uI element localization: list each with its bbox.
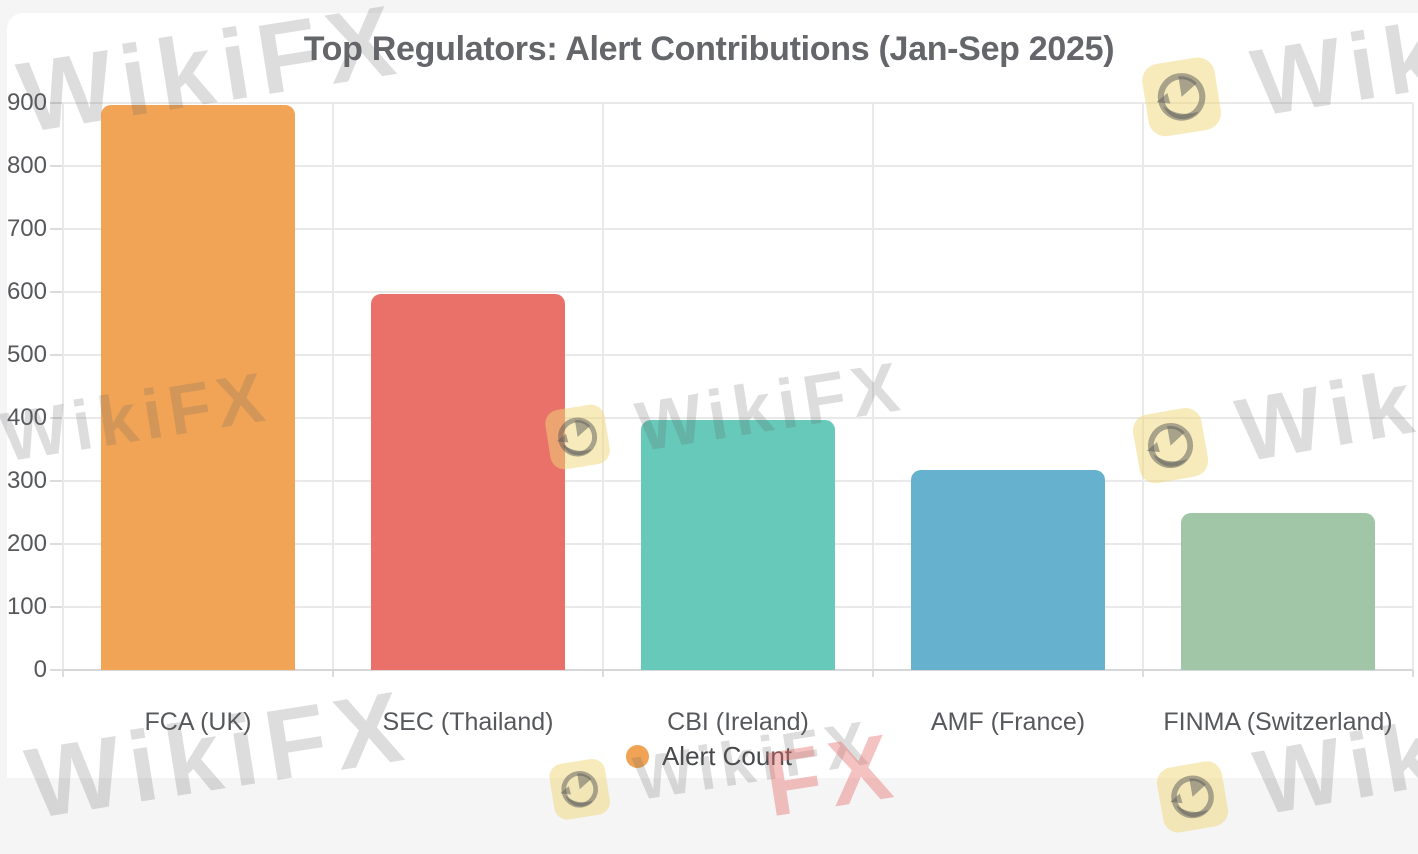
x-axis-tick (62, 670, 64, 677)
x-axis-label-finma-switzerland: FINMA (Switzerland) (1163, 708, 1393, 736)
gridline-vertical (602, 103, 604, 670)
x-axis-tick (1412, 670, 1414, 677)
gridline-vertical (332, 103, 334, 670)
y-axis-tick (50, 480, 63, 482)
x-axis-label-fca-uk: FCA (UK) (144, 708, 252, 736)
bar-sec-thailand[interactable] (371, 293, 565, 670)
gridline-horizontal (63, 228, 1413, 230)
gridline-horizontal (63, 291, 1413, 293)
gridline-horizontal (63, 165, 1413, 167)
y-axis-tick (50, 291, 63, 293)
x-axis-label-amf-france: AMF (France) (930, 708, 1086, 736)
legend-item-alert-count[interactable]: Alert Count (625, 741, 793, 772)
y-axis-label: 0 (33, 656, 47, 683)
gridline-vertical (1412, 103, 1414, 670)
x-axis-tick (1142, 670, 1144, 677)
y-axis-label: 300 (6, 467, 47, 494)
y-axis-label: 100 (6, 593, 47, 620)
x-axis-label-sec-thailand: SEC (Thailand) (382, 708, 554, 736)
y-axis-label: 800 (6, 152, 47, 179)
y-axis-label: 700 (6, 215, 47, 242)
y-axis-tick (50, 606, 63, 608)
y-axis-label: 500 (6, 341, 47, 368)
gridline-horizontal (63, 354, 1413, 356)
y-axis-tick (50, 354, 63, 356)
x-axis-tick (872, 670, 874, 677)
y-axis-tick (50, 102, 63, 104)
y-axis-label: 600 (6, 278, 47, 305)
gridline-vertical (872, 103, 874, 670)
gridline-vertical (1142, 103, 1144, 670)
y-axis-tick (50, 228, 63, 230)
y-axis-tick (50, 669, 63, 671)
bar-fca-uk[interactable] (101, 104, 295, 670)
y-axis-label: 900 (6, 89, 47, 116)
legend-label: Alert Count (661, 741, 793, 771)
bar-amf-france[interactable] (911, 469, 1105, 670)
chart-title: Top Regulators: Alert Contributions (Jan… (303, 30, 1115, 68)
chart-legend: Alert Count (0, 741, 1418, 772)
bar-finma-switzerland[interactable] (1181, 512, 1375, 670)
y-axis-tick (50, 417, 63, 419)
gridline-horizontal (63, 102, 1413, 104)
y-axis-tick (50, 165, 63, 167)
y-axis-label: 200 (6, 530, 47, 557)
x-axis-tick (332, 670, 334, 677)
plot-area: 0 100 200 300 400 500 600 700 800 900 FCA (UK) SEC … (6, 89, 1414, 736)
gridline-horizontal (63, 417, 1413, 419)
x-axis-tick (602, 670, 604, 677)
y-axis-tick (50, 543, 63, 545)
bar-cbi-ireland[interactable] (641, 419, 835, 670)
y-axis-label: 400 (6, 404, 47, 431)
gridline-vertical (62, 103, 64, 670)
legend-marker-icon (625, 745, 649, 768)
x-axis-label-cbi-ireland: CBI (Ireland) (667, 708, 809, 736)
x-axis-line (63, 669, 1413, 671)
